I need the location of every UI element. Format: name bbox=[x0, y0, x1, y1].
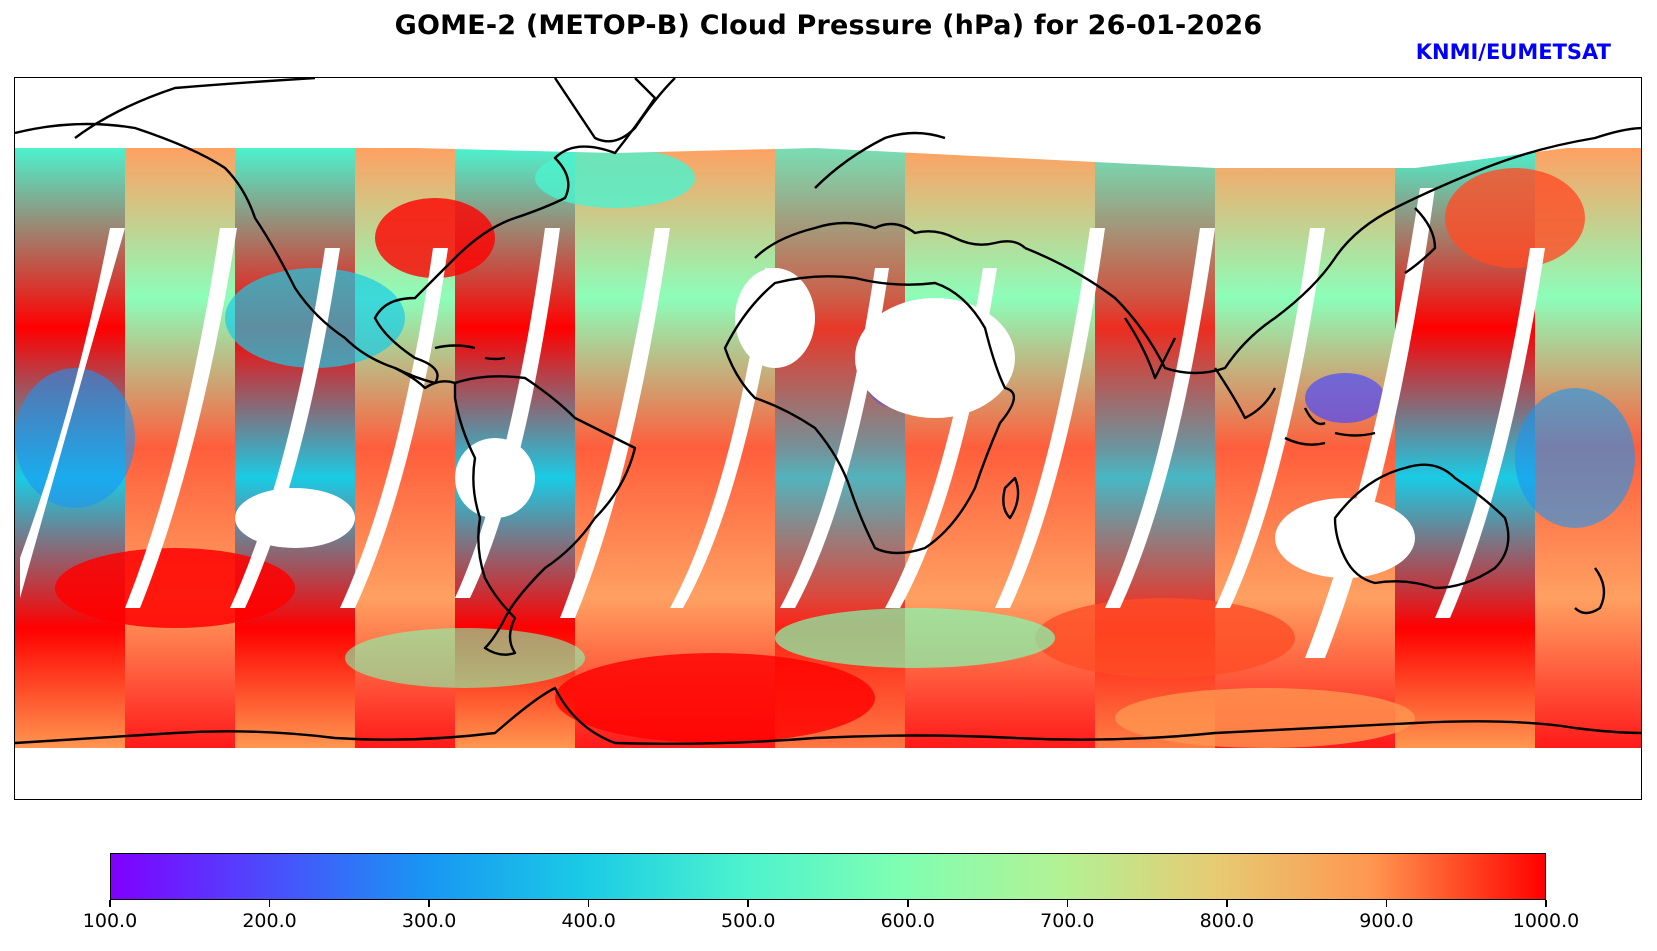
coast-europe bbox=[754, 221, 1026, 259]
colorbar-tick-label: 700.0 bbox=[1040, 910, 1095, 932]
map-canvas bbox=[15, 78, 1641, 748]
colorbar-tick-label: 300.0 bbox=[401, 910, 457, 932]
coast-caribbean bbox=[434, 344, 506, 361]
coast-north-america-west bbox=[74, 78, 316, 139]
swath-layer bbox=[15, 148, 1641, 748]
coast-india bbox=[1124, 317, 1177, 380]
coast-central-america bbox=[394, 366, 456, 390]
colorbar-tick-label: 600.0 bbox=[880, 910, 935, 932]
coast-greenland bbox=[554, 78, 676, 143]
colorbar bbox=[110, 853, 1546, 900]
coast-southeast-asia bbox=[1214, 367, 1277, 420]
coast-australia bbox=[1333, 463, 1510, 590]
coast-africa bbox=[723, 275, 1015, 555]
coast-north-america bbox=[15, 78, 657, 385]
colorbar-tick bbox=[1545, 900, 1547, 907]
coast-scandinavia bbox=[814, 131, 946, 189]
colorbar-tick-label: 100.0 bbox=[82, 910, 138, 932]
map-frame bbox=[14, 77, 1642, 800]
colorbar-tick-label: 1000.0 bbox=[1512, 910, 1580, 932]
colorbar-tick bbox=[747, 900, 749, 907]
colorbar-tick bbox=[428, 900, 430, 907]
orbit-gaps bbox=[15, 78, 1641, 658]
coastlines bbox=[15, 78, 1641, 746]
colorbar-tick-label: 200.0 bbox=[242, 910, 297, 932]
credit-label: KNMI/EUMETSAT bbox=[1415, 40, 1611, 64]
colorbar-tick bbox=[109, 900, 111, 907]
colorbar-tick bbox=[1066, 900, 1069, 907]
map-title: GOME-2 (METOP-B) Cloud Pressure (hPa) fo… bbox=[394, 10, 1263, 41]
coast-south-america bbox=[453, 375, 637, 656]
coast-japan bbox=[1404, 207, 1437, 274]
coast-asia bbox=[1024, 126, 1641, 375]
colorbar-tick bbox=[587, 900, 590, 907]
colorbar-tick-label: 500.0 bbox=[721, 910, 776, 932]
colorbar-tick bbox=[1385, 900, 1388, 907]
colorbar-tick bbox=[907, 900, 909, 907]
coast-indonesia bbox=[1284, 407, 1376, 446]
colorbar-tick-label: 400.0 bbox=[561, 910, 616, 932]
coast-madagascar bbox=[1002, 476, 1020, 520]
coast-new-zealand bbox=[1574, 567, 1606, 615]
colorbar-tick-label: 900.0 bbox=[1359, 910, 1414, 932]
colorbar-tick-label: 800.0 bbox=[1199, 910, 1255, 932]
coast-antarctica bbox=[15, 686, 1641, 746]
colorbar-tick bbox=[1226, 900, 1228, 907]
colorbar-tick bbox=[268, 900, 271, 907]
